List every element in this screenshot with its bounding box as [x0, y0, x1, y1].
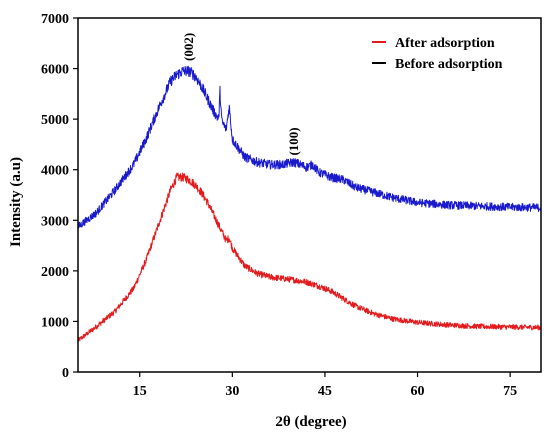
y-tick-label: 7000 [41, 12, 69, 27]
legend-label-after: After adsorption [395, 36, 495, 51]
x-axis-title: 2θ (degree) [275, 414, 346, 430]
y-tick-label: 6000 [41, 63, 69, 78]
axes-layer [77, 17, 542, 373]
series-line-before-adsorption [77, 65, 542, 229]
x-tick-label: 60 [411, 384, 425, 399]
x-tick-label: 15 [133, 384, 147, 399]
y-tick-label: 4000 [41, 164, 69, 179]
series-layer [77, 65, 542, 342]
x-tick-label: 30 [225, 384, 239, 399]
y-tick-label: 2000 [41, 265, 69, 280]
plot-frame [77, 17, 542, 373]
x-tick-label: 75 [503, 384, 517, 399]
series-line-after-adsorption [77, 172, 542, 342]
peak-annotation: (100) [286, 127, 301, 155]
y-tick-label: 5000 [41, 113, 69, 128]
peak-annotation: (002) [181, 33, 196, 61]
annotations-layer: (002) (100) [181, 33, 301, 156]
y-tick-label: 1000 [41, 315, 69, 330]
y-tick-label: 0 [62, 366, 69, 381]
x-tick-label: 45 [318, 384, 332, 399]
ticks-layer: 15 30 45 60 75 0 1000 2000 3000 4000 5000 6000 7000 [41, 12, 517, 399]
legend-label-before: Before adsorption [395, 57, 503, 72]
y-axis-title: Intensity (a.u) [8, 157, 24, 247]
legend: After adsorption Before adsorption [372, 36, 503, 72]
y-tick-label: 3000 [41, 214, 69, 229]
